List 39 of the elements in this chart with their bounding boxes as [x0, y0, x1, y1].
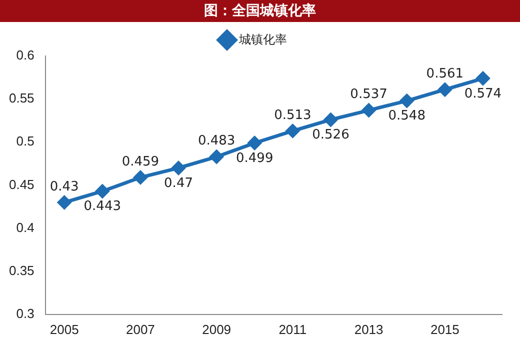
y-tick-label: 0.35: [8, 262, 34, 278]
data-label: 0.526: [312, 128, 350, 143]
point: [172, 161, 186, 175]
x-tick-label: 2013: [354, 322, 384, 337]
y-tick-label: 0.45: [8, 176, 34, 192]
point: [438, 82, 452, 96]
legend-label: 城镇化率: [238, 32, 287, 46]
point: [362, 104, 376, 118]
x-tick-label: 2011: [278, 322, 307, 337]
point: [96, 184, 110, 198]
x-tick-label: 2005: [50, 322, 79, 337]
point: [58, 196, 72, 210]
data-label: 0.499: [236, 150, 274, 166]
y-tick-label: 0.5: [16, 134, 34, 149]
data-label: 0.548: [388, 108, 426, 124]
y-tick-label: 0.6: [16, 48, 34, 63]
data-label: 0.574: [464, 86, 502, 102]
data-label: 0.47: [164, 176, 193, 191]
x-tick-label: 2015: [430, 322, 460, 337]
point: [476, 72, 490, 86]
x-tick-label: 2007: [126, 322, 155, 337]
point: [134, 170, 148, 184]
data-label: 0.443: [84, 199, 121, 214]
point: [210, 150, 224, 164]
data-label: 0.459: [122, 154, 160, 170]
chart-title: 图：全国城镇化率: [0, 0, 520, 22]
x-tick-label: 2009: [202, 322, 232, 337]
data-label: 0.483: [198, 134, 236, 149]
point: [248, 136, 262, 150]
y-tick-label: 0.4: [16, 220, 34, 235]
data-label: 0.513: [274, 108, 312, 123]
point: [324, 112, 338, 126]
data-label: 0.537: [350, 87, 388, 102]
point: [400, 94, 414, 108]
data-label: 0.561: [426, 66, 464, 82]
data-label: 0.43: [50, 179, 79, 194]
point: [286, 124, 300, 138]
y-tick-label: 0.55: [8, 90, 34, 106]
y-tick-label: 0.3: [16, 306, 34, 321]
